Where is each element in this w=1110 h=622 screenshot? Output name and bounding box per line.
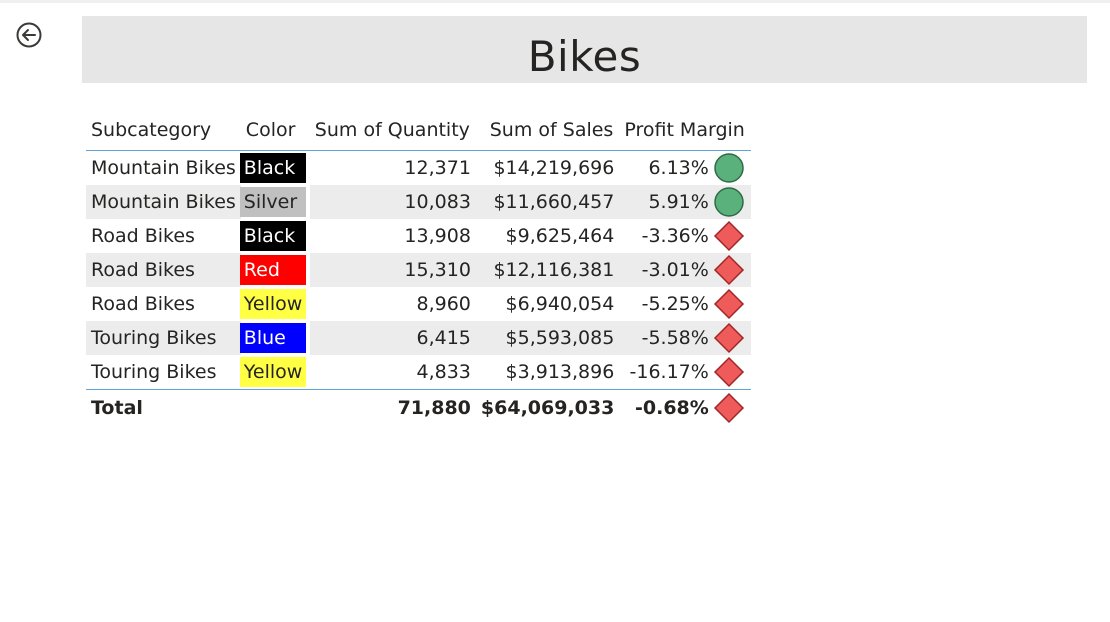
color-swatch: Black (239, 221, 306, 251)
table-total-row: Total 71,880 $64,069,033 -0.68% (86, 389, 751, 426)
cell-profit-margin: -16.17% (619, 355, 751, 390)
table-row: Road Bikes Red 15,310 $12,116,381 -3.01% (86, 253, 751, 287)
cell-sales: $12,116,381 (475, 253, 620, 287)
total-kpi-icon (713, 392, 745, 424)
green-circle-icon (714, 153, 744, 183)
cell-sales: $11,660,457 (475, 185, 620, 219)
table-row: Mountain Bikes Silver 10,083 $11,660,457 5.9… (86, 185, 751, 219)
cell-sales: $14,219,696 (493, 157, 615, 179)
kpi-indicator-icon (713, 220, 745, 252)
kpi-indicator-icon (713, 322, 745, 354)
cell-subcategory: Touring Bikes (91, 361, 217, 383)
profit-margin-value: 5.91% (648, 191, 709, 213)
page-title-bar: Bikes (82, 16, 1087, 83)
cell-profit-margin: -5.25% (619, 287, 751, 321)
cell-color: Black (239, 219, 310, 253)
cell-quantity: 10,083 (309, 185, 476, 219)
table-row: Touring Bikes Blue 6,415 $5,593,085 -5.58% (86, 321, 751, 355)
red-diamond-icon (713, 288, 744, 320)
cell-quantity: 6,415 (309, 321, 476, 355)
kpi-indicator-icon (713, 186, 745, 218)
cell-quantity: 12,371 (404, 157, 471, 179)
kpi-indicator-icon (713, 152, 745, 184)
header-color[interactable]: Color (240, 110, 310, 151)
profit-margin-value: -16.17% (629, 361, 709, 383)
profit-margin-value: -5.25% (641, 293, 709, 315)
cell-subcategory: Mountain Bikes (86, 185, 241, 219)
color-swatch: Silver (239, 187, 306, 217)
red-diamond-icon (713, 356, 744, 388)
table-body: Mountain Bikes Black 12,371 $14,219,696 6.13… (86, 151, 751, 390)
header-subcategory[interactable]: Subcategory (86, 110, 241, 151)
cell-sales: $9,625,464 (505, 225, 615, 247)
cell-color: Blue (239, 321, 310, 355)
total-sales: $64,069,033 (475, 389, 620, 426)
cell-profit-margin: -3.36% (619, 219, 751, 253)
cell-profit-margin: 6.13% (619, 151, 751, 186)
header-sales[interactable]: Sum of Sales (475, 110, 620, 151)
total-color-cell (240, 389, 310, 426)
red-diamond-icon (713, 392, 744, 424)
kpi-indicator-icon (713, 356, 745, 388)
cell-sales: $5,593,085 (475, 321, 620, 355)
cell-quantity: 4,833 (416, 361, 471, 383)
cell-color: Yellow (239, 355, 310, 390)
profit-margin-value: 6.13% (648, 157, 709, 179)
green-circle-icon (714, 187, 744, 217)
kpi-indicator-icon (713, 288, 745, 320)
table-row: Touring Bikes Yellow 4,833 $3,913,896 -16.17… (86, 355, 751, 390)
cell-subcategory: Road Bikes (91, 293, 195, 315)
cell-subcategory: Mountain Bikes (91, 157, 236, 179)
back-arrow-icon (16, 22, 42, 48)
profit-margin-value: -3.36% (641, 225, 709, 247)
table-header-row: Subcategory Color Sum of Quantity Sum of… (86, 110, 751, 151)
back-button[interactable] (15, 21, 43, 49)
color-swatch: Yellow (239, 357, 306, 387)
cell-sales: $3,913,896 (505, 361, 615, 383)
total-profit-margin-cell: -0.68% (619, 389, 751, 426)
cell-color: Silver (239, 185, 310, 219)
profit-margin-value: -5.58% (641, 327, 709, 349)
red-diamond-icon (713, 322, 744, 354)
cell-profit-margin: -3.01% (619, 253, 751, 287)
cell-profit-margin: -5.58% (619, 321, 751, 355)
cell-color: Black (239, 151, 310, 186)
red-diamond-icon (713, 220, 744, 252)
table-row: Road Bikes Yellow 8,960 $6,940,054 -5.25% (86, 287, 751, 321)
cell-sales: $6,940,054 (505, 293, 615, 315)
header-quantity[interactable]: Sum of Quantity (309, 110, 476, 151)
color-swatch: Black (239, 153, 306, 183)
table-row: Road Bikes Black 13,908 $9,625,464 -3.36% (86, 219, 751, 253)
color-swatch: Blue (239, 323, 306, 353)
cell-color: Yellow (239, 287, 310, 321)
table-row: Mountain Bikes Black 12,371 $14,219,696 6.13… (86, 151, 751, 186)
cell-subcategory: Road Bikes (91, 225, 195, 247)
cell-color: Red (239, 253, 310, 287)
cell-subcategory: Touring Bikes (86, 321, 241, 355)
total-profit-margin: -0.68% (635, 397, 709, 419)
cell-profit-margin: 5.91% (619, 185, 751, 219)
top-border (0, 0, 1110, 3)
total-quantity: 71,880 (309, 389, 476, 426)
cell-quantity: 15,310 (309, 253, 476, 287)
data-table: Subcategory Color Sum of Quantity Sum of… (86, 110, 751, 426)
color-swatch: Red (239, 255, 306, 285)
cell-quantity: 8,960 (416, 293, 471, 315)
color-swatch: Yellow (239, 289, 306, 319)
profit-margin-value: -3.01% (641, 259, 709, 281)
kpi-indicator-icon (713, 254, 745, 286)
red-diamond-icon (713, 254, 744, 286)
cell-subcategory: Road Bikes (86, 253, 241, 287)
header-profit-margin[interactable]: Profit Margin (619, 110, 751, 151)
page-title: Bikes (527, 32, 642, 81)
total-label: Total (86, 389, 241, 426)
bikes-table: Subcategory Color Sum of Quantity Sum of… (86, 110, 790, 426)
cell-quantity: 13,908 (404, 225, 471, 247)
